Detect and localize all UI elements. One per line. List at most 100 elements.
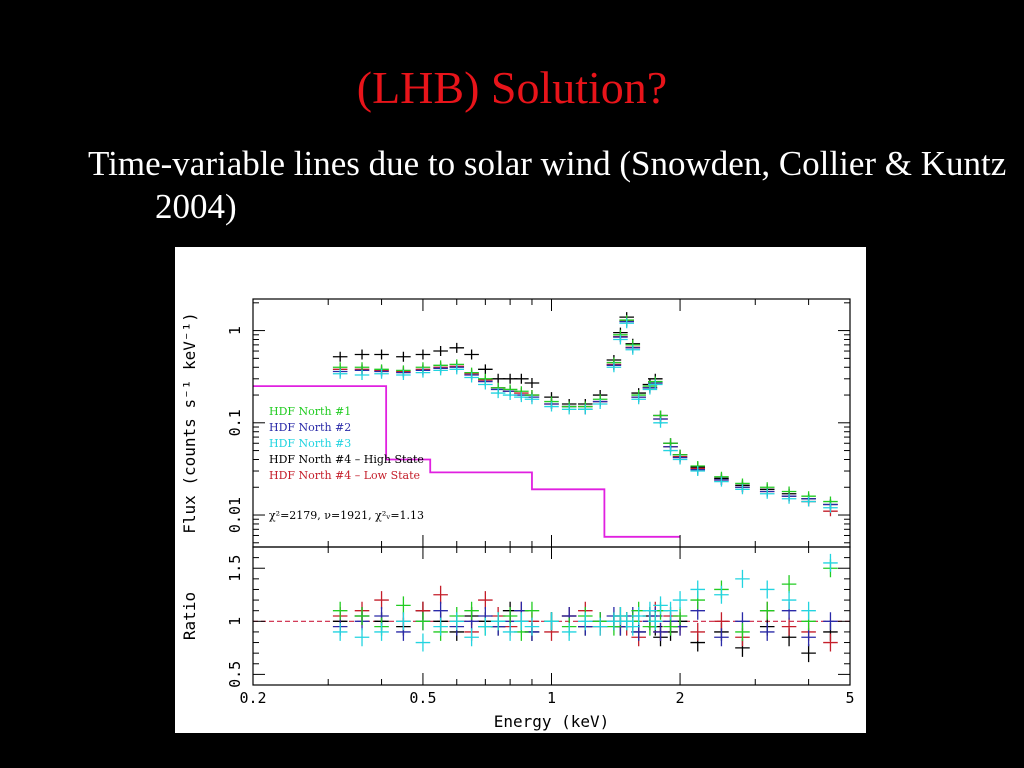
ratio-point <box>801 644 816 663</box>
flux-y-tick-label: 0.1 <box>226 409 244 436</box>
flux-point <box>544 401 559 412</box>
ratio-point <box>578 612 593 631</box>
ratio-point <box>332 622 348 641</box>
ratio-point <box>653 622 668 641</box>
ratio-point <box>759 580 775 599</box>
ratio-point <box>619 612 634 631</box>
ratio-point <box>714 628 729 647</box>
x-tick-label: 1 <box>547 689 556 707</box>
ratio-point <box>823 633 838 652</box>
ratio-point <box>781 617 797 636</box>
ratio-point <box>464 628 479 647</box>
ratio-point <box>433 617 448 636</box>
flux-point <box>648 379 663 390</box>
ratio-y-tick-label: 0.5 <box>226 661 244 688</box>
x-axis-label: Energy (keV) <box>494 712 610 731</box>
flux-point <box>478 364 493 375</box>
ratio-point <box>735 569 750 588</box>
flux-point <box>592 398 608 409</box>
ratio-point <box>478 617 493 636</box>
legend-entry: HDF North #4 – High State <box>269 453 424 466</box>
ratio-point <box>690 580 706 599</box>
ratio-point <box>396 612 411 631</box>
ratio-point <box>672 591 688 610</box>
flux-panel-marks <box>253 312 838 538</box>
chart-frames <box>252 298 851 686</box>
ratio-point <box>781 591 797 610</box>
ratio-y-axis-label: Ratio <box>180 592 199 640</box>
flux-point <box>374 368 389 379</box>
x-tick-label: 0.5 <box>409 689 436 707</box>
flux-point <box>663 445 678 456</box>
flux-point <box>714 476 729 487</box>
ratio-point <box>781 575 797 594</box>
ratio-point <box>502 622 518 641</box>
flux-y-axis-label: Flux (counts s⁻¹ keV⁻¹) <box>180 312 199 534</box>
ratio-point <box>415 612 431 631</box>
ratio-point <box>672 607 688 625</box>
ratio-point <box>714 612 729 631</box>
flux-point <box>801 496 816 507</box>
flux-point <box>759 488 775 499</box>
ratio-point <box>801 628 816 647</box>
flux-point <box>332 351 348 362</box>
flux-point <box>449 342 465 353</box>
flux-point <box>524 394 540 405</box>
flux-point <box>631 394 646 405</box>
ratio-point <box>354 628 370 647</box>
ratio-point <box>714 585 729 604</box>
flux-point <box>354 349 370 360</box>
flux-point <box>653 417 668 428</box>
flux-point <box>619 318 634 329</box>
flux-point <box>690 466 706 477</box>
flux-point <box>464 372 479 383</box>
flux-point <box>490 388 506 399</box>
ratio-point <box>642 601 658 620</box>
ratio-y-tick-label: 1.5 <box>226 555 244 582</box>
flux-point <box>449 364 465 375</box>
flux-point <box>478 379 493 390</box>
ratio-point <box>490 612 506 631</box>
ratio-point <box>690 622 706 641</box>
flux-point <box>781 493 797 504</box>
x-tick-label: 5 <box>845 689 854 707</box>
legend-entry: HDF North #3 <box>269 437 351 450</box>
ratio-point <box>735 622 750 641</box>
flux-y-tick-label: 1 <box>226 326 244 335</box>
flux-point <box>625 344 641 355</box>
ratio-point <box>663 617 678 636</box>
chart-marks <box>253 312 850 663</box>
ratio-point <box>354 607 370 625</box>
series-3 <box>332 318 838 513</box>
flux-point <box>354 369 370 380</box>
ratio-point <box>625 617 641 636</box>
ratio-point <box>478 591 493 610</box>
ratio-point <box>606 612 622 631</box>
ratio-point <box>449 612 465 631</box>
ratio-y-tick-label: 1 <box>226 617 244 626</box>
ratio-point <box>592 617 608 636</box>
ratio-series-3 <box>332 553 838 652</box>
chart-legend: HDF North #1 HDF North #2 HDF North #3 HDF … <box>269 405 424 522</box>
ratio-point <box>524 617 540 636</box>
ratio-point <box>464 601 479 620</box>
flux-point <box>332 368 348 379</box>
ratio-point <box>332 601 348 620</box>
slide-bullet-text: Time-variable lines due to solar wind (S… <box>88 144 1007 226</box>
ratio-point <box>631 622 646 641</box>
flux-point <box>396 369 411 380</box>
flux-point <box>672 454 688 465</box>
ratio-point <box>374 591 389 610</box>
flux-point <box>735 484 750 495</box>
flux-point <box>396 351 411 362</box>
spectrum-figure: 0.2 0.5 1 2 5 0.01 0.1 1 0.5 1 1.5 Energy (keV) Flux… <box>175 247 866 733</box>
x-tick-label: 0.2 <box>239 689 266 707</box>
ratio-point <box>663 601 678 620</box>
ratio-point <box>631 607 646 625</box>
ratio-point <box>613 607 628 625</box>
flux-point <box>606 362 622 373</box>
ratio-point <box>433 585 448 604</box>
ratio-point <box>514 612 529 631</box>
